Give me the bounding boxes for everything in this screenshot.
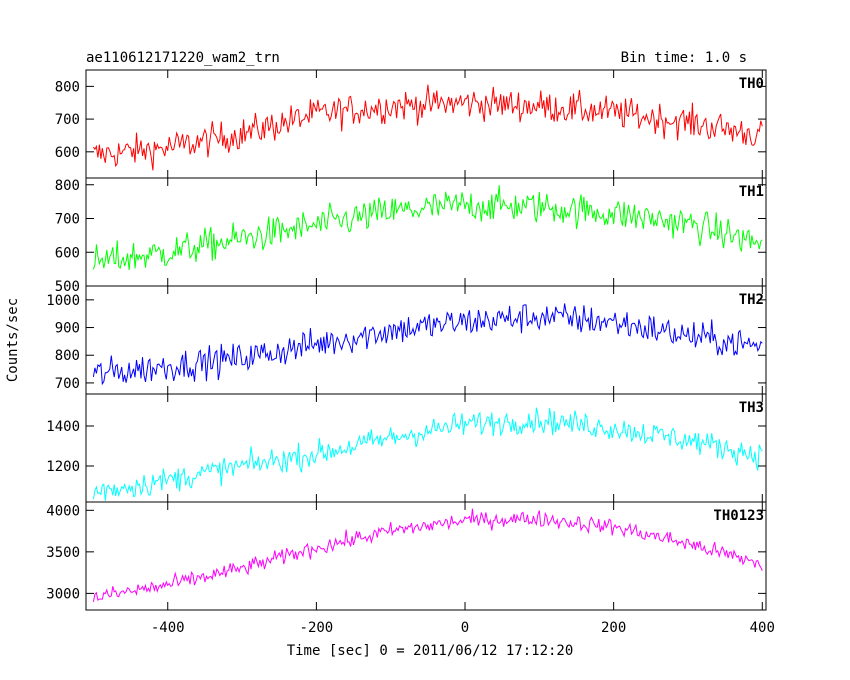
- panel-label: TH1: [739, 184, 764, 200]
- series-line-th2: [92, 303, 763, 386]
- y-tick-label: 1400: [46, 419, 80, 435]
- chart-title: ae110612171220_wam2_trn: [86, 50, 280, 66]
- panel-label: TH2: [739, 292, 764, 308]
- y-tick-label: 600: [55, 145, 80, 161]
- panel-label: TH3: [739, 400, 764, 416]
- y-tick-label: 3000: [46, 586, 80, 602]
- panel-label: TH0: [739, 76, 764, 92]
- series-line-th3: [92, 407, 763, 501]
- series-line-th1: [92, 185, 763, 270]
- y-tick-label: 500: [55, 279, 80, 295]
- y-tick-label: 3500: [46, 545, 80, 561]
- panel-frame: [85, 69, 767, 179]
- series-line-th0: [92, 84, 763, 171]
- panel-frame: [85, 501, 767, 611]
- x-axis-label: Time [sec] 0 = 2011/06/12 17:12:20: [287, 643, 574, 659]
- y-tick-label: 700: [55, 376, 80, 392]
- x-tick-label: -400: [151, 620, 185, 636]
- y-tick-label: 900: [55, 321, 80, 337]
- y-tick-label: 800: [55, 178, 80, 194]
- y-axis-label: Counts/sec: [5, 298, 21, 382]
- y-tick-label: 700: [55, 112, 80, 128]
- panel-frame: [85, 177, 767, 287]
- x-tick-label: 400: [750, 620, 775, 636]
- chart-subtitle: Bin time: 1.0 s: [621, 50, 747, 66]
- y-tick-label: 600: [55, 245, 80, 261]
- x-tick-label: 200: [601, 620, 626, 636]
- x-tick-label: 0: [461, 620, 469, 636]
- y-tick-label: 800: [55, 348, 80, 364]
- panels-group: 600 700 800 TH0 500 600 700 800 TH1 700 800 900 1000…: [46, 69, 775, 636]
- y-tick-label: 700: [55, 212, 80, 228]
- panel-frame: [85, 285, 767, 395]
- y-tick-label: 4000: [46, 503, 80, 519]
- y-tick-label: 1000: [46, 293, 80, 309]
- x-tick-label: -200: [300, 620, 334, 636]
- series-line-th0123: [92, 508, 763, 602]
- panel-label: TH0123: [713, 508, 764, 524]
- panel-frame: [85, 393, 767, 503]
- y-tick-label: 1200: [46, 459, 80, 475]
- y-tick-label: 800: [55, 79, 80, 95]
